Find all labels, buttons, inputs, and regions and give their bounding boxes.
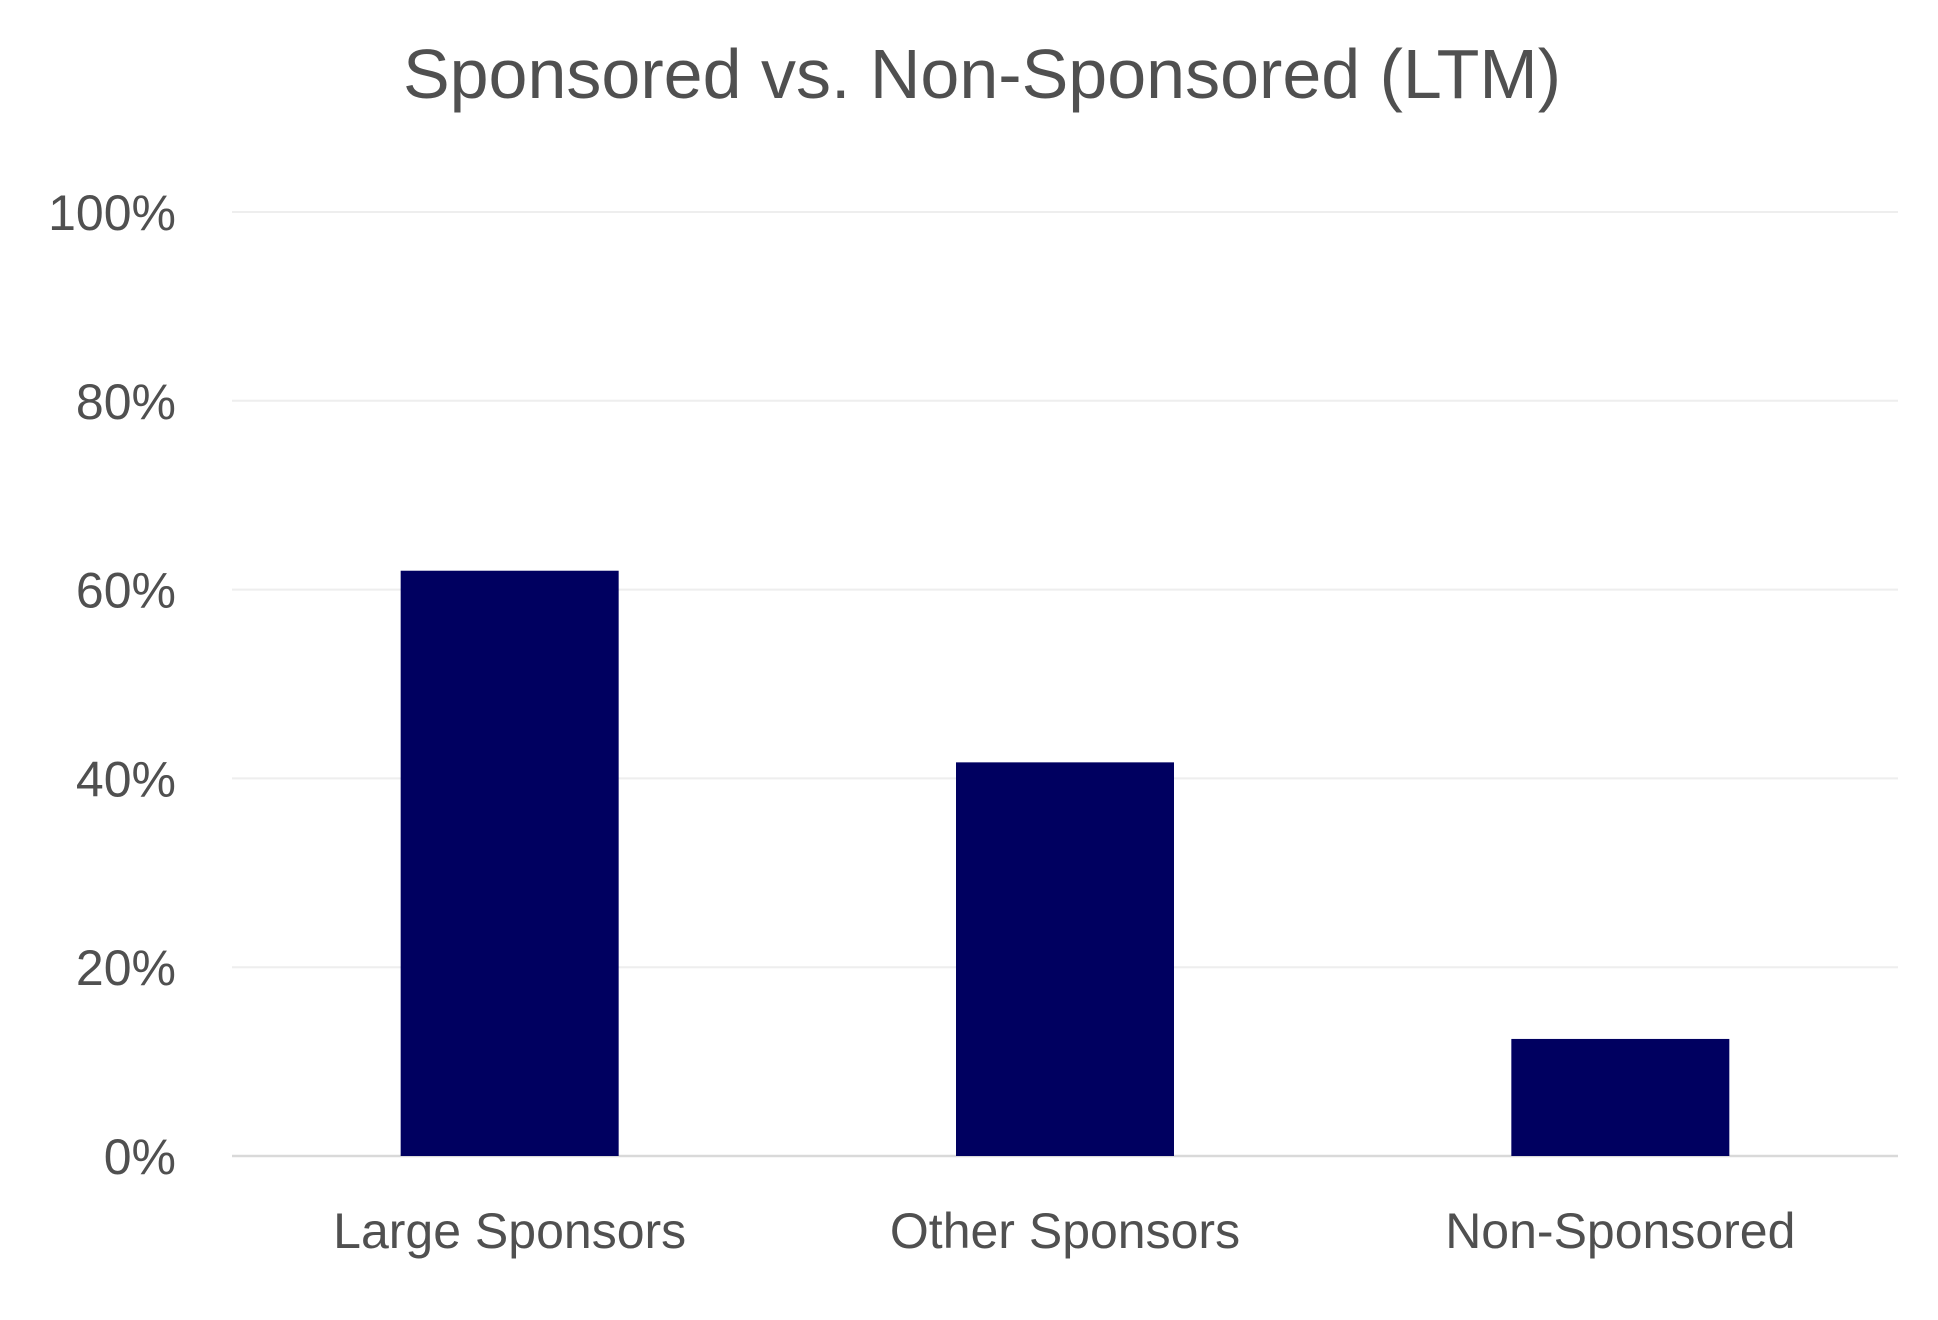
y-tick-label: 60% [76, 563, 176, 619]
y-tick-label: 20% [76, 940, 176, 996]
y-tick-label: 100% [48, 185, 176, 241]
x-tick-label: Large Sponsors [333, 1203, 686, 1259]
bar-non-sponsored [1511, 1038, 1730, 1156]
x-tick-label: Other Sponsors [890, 1203, 1240, 1259]
y-tick-label: 40% [76, 751, 176, 807]
y-tick-label: 80% [76, 374, 176, 430]
x-tick-label: Non-Sponsored [1445, 1203, 1795, 1259]
y-tick-label: 0% [104, 1129, 176, 1185]
x-axis-ticks: Large Sponsors Other Sponsors Non-Sponsore… [333, 1203, 1795, 1259]
chart-title: Sponsored vs. Non-Sponsored (LTM) [403, 35, 1561, 113]
y-axis-ticks: 0% 20% 40% 60% 80% 100% [48, 185, 176, 1185]
bars [400, 570, 1730, 1156]
bar-other-sponsors [956, 762, 1174, 1156]
bar-large-sponsors [400, 570, 619, 1156]
